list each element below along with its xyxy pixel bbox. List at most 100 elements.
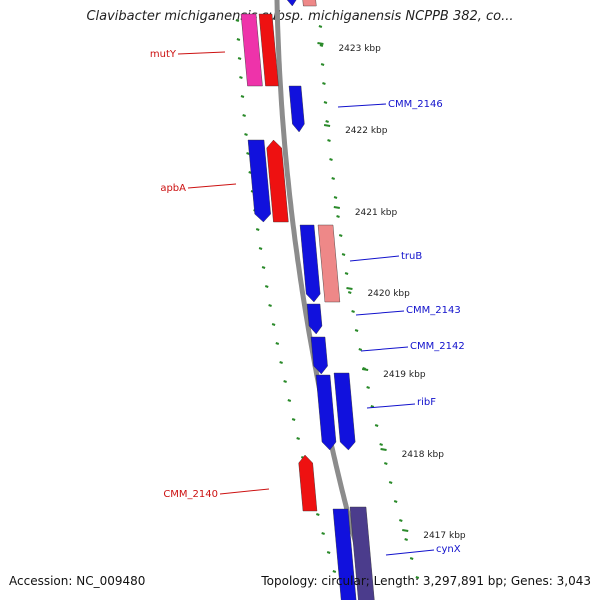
gene-label-CMM_2143[interactable]: CMM_2143	[406, 305, 461, 316]
kbp-tick-mark	[317, 42, 324, 45]
ruler-dot-left	[258, 247, 263, 250]
kbp-tick-label: 2420 kbp	[367, 289, 410, 299]
kbp-tick-label: 2419 kbp	[383, 370, 426, 380]
genome-summary-text: Topology: circular; Length: 3,297,891 bp…	[261, 574, 591, 588]
cds-feature-apbA-2[interactable]	[266, 139, 289, 223]
ruler-dot-right	[366, 386, 370, 389]
ruler-dot-right	[344, 272, 349, 275]
ruler-dot-left	[287, 399, 292, 402]
gene-leader-line	[187, 183, 237, 189]
ruler-dot-left	[268, 304, 272, 307]
ruler-dot-left	[296, 437, 300, 440]
ruler-dot-right	[331, 177, 336, 180]
gene-leader-line	[366, 403, 416, 409]
ruler-dot-right	[327, 139, 331, 142]
ruler-dot-right	[404, 538, 408, 541]
gene-label-truB[interactable]: truB	[401, 251, 422, 262]
ruler-dot-right	[347, 291, 352, 294]
gene-leader-line	[360, 346, 409, 352]
ruler-dot-left	[246, 152, 250, 155]
cds-feature-truB[interactable]	[317, 224, 341, 303]
gene-leader-line	[385, 549, 435, 556]
ruler-dot-right	[341, 253, 346, 256]
gene-label-mutY[interactable]: mutY	[150, 49, 177, 60]
ruler-dot-right	[318, 25, 323, 28]
ruler-dot-left	[239, 76, 243, 79]
gene-label-CMM_2140[interactable]: CMM_2140	[163, 489, 218, 500]
gene-label-cynX[interactable]: cynX	[436, 544, 461, 555]
cds-feature-mutY[interactable]	[240, 13, 263, 87]
kbp-tick-label: 2422 kbp	[345, 126, 388, 136]
ruler-dot-right	[351, 310, 355, 313]
ruler-dot-left	[235, 19, 240, 22]
cds-feature-top-2[interactable]	[302, 0, 317, 7]
ruler-dot-left	[275, 342, 280, 345]
gene-label-CMM_2142[interactable]: CMM_2142	[410, 341, 465, 352]
cds-feature-top[interactable]	[285, 0, 298, 7]
ruler-dot-left	[291, 418, 296, 421]
gene-label-CMM_2146[interactable]: CMM_2146	[388, 99, 443, 110]
accession-text: Accession: NC_009480	[9, 574, 146, 588]
ruler-dot-right	[409, 557, 414, 560]
ruler-dot-right	[383, 462, 388, 465]
ruler-dot-left	[237, 57, 242, 60]
genome-backbone	[274, 0, 375, 600]
kbp-tick-label: 2423 kbp	[338, 44, 381, 54]
ruler-dot-left	[244, 133, 248, 136]
ruler-dot-right	[325, 120, 329, 123]
gene-label-ribF[interactable]: ribF	[417, 397, 436, 408]
ruler-dot-left	[255, 228, 260, 231]
cds-feature-mutY-2[interactable]	[258, 13, 279, 87]
ruler-dot-left	[279, 361, 283, 364]
cds-feature-ribF-1[interactable]	[315, 374, 337, 451]
kbp-tick-mark	[323, 124, 331, 127]
ruler-dot-right	[388, 481, 393, 484]
ruler-dot-right	[338, 234, 343, 237]
ruler-dot-right	[358, 348, 363, 351]
kbp-tick-mark	[380, 448, 387, 451]
kbp-tick-label: 2421 kbp	[355, 208, 398, 218]
gene-label-apbA[interactable]: apbA	[160, 183, 186, 194]
ruler-dot-right	[374, 424, 379, 427]
gene-leader-line	[177, 51, 226, 55]
ruler-dot-right	[329, 158, 333, 161]
ruler-dot-right	[320, 63, 325, 66]
kbp-tick-label: 2418 kbp	[402, 450, 445, 460]
ruler-dot-left	[326, 551, 331, 554]
ruler-dot-right	[399, 519, 403, 522]
kbp-tick-mark	[361, 368, 369, 371]
ruler-dot-left	[271, 323, 276, 326]
cds-feature-cynX-1[interactable]	[332, 508, 357, 600]
ruler-dot-left	[316, 513, 320, 516]
ruler-dot-left	[283, 380, 287, 383]
ruler-dot-right	[354, 329, 359, 332]
cds-feature-CMM_2143[interactable]	[306, 303, 323, 335]
ruler-dot-right	[336, 215, 340, 218]
cds-feature-apbA[interactable]	[247, 139, 271, 223]
ruler-dot-right	[333, 196, 338, 199]
ruler-dot-left	[321, 532, 325, 535]
gene-leader-line	[337, 103, 387, 108]
cds-feature-truB-rev[interactable]	[299, 224, 321, 303]
cds-feature-ribF[interactable]	[333, 372, 356, 451]
cds-feature-cynX[interactable]	[349, 506, 375, 600]
cds-feature-CMM_2146[interactable]	[288, 85, 305, 133]
ruler-dot-right	[322, 82, 326, 85]
ruler-dot-left	[240, 95, 245, 98]
ruler-dot-right	[323, 101, 328, 104]
ruler-dot-right	[415, 576, 420, 579]
ruler-dot-left	[332, 570, 337, 573]
cds-feature-CMM_2142[interactable]	[310, 336, 328, 375]
gene-leader-line	[219, 488, 270, 495]
ruler-dot-left	[236, 38, 241, 41]
ruler-dot-right	[370, 405, 375, 408]
ruler-dot-right	[393, 500, 398, 503]
ruler-dot-right	[379, 443, 383, 446]
ruler-dot-right	[319, 44, 324, 47]
map-title: Clavibacter michiganensis subsp. michiga…	[86, 9, 514, 24]
cds-feature-CMM_2140[interactable]	[298, 454, 318, 512]
kbp-tick-mark	[346, 287, 353, 290]
ruler-dot-left	[264, 285, 269, 288]
kbp-tick-mark	[333, 206, 340, 209]
